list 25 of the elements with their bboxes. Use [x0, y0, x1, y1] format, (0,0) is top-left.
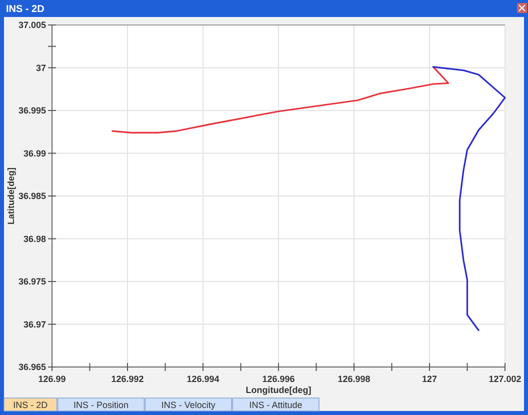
y-axis-title: Latitude[deg]: [6, 168, 16, 224]
y-tick-label: 36.985: [18, 191, 46, 201]
x-tick-label: 126.992: [111, 374, 144, 384]
x-tick-label: 126.99: [38, 374, 66, 384]
y-tick-label: 36.98: [23, 234, 46, 244]
text: INS - Position: [73, 400, 129, 410]
y-tick-label: 36.99: [23, 148, 46, 158]
line-series: [432, 66, 506, 332]
x-tick-label: 126.996: [262, 374, 295, 384]
y-tick-label: 36.975: [18, 276, 46, 286]
x-tick-label: 126.998: [338, 374, 370, 384]
y-tick-label: 37.005: [18, 20, 46, 30]
y-tick-label: 36.965: [18, 362, 46, 372]
text: INS - 2D: [13, 400, 48, 410]
y-tick-label: 36.97: [23, 319, 46, 330]
y-tick-label: 36.995: [18, 106, 46, 116]
x-tick-label: 126.994: [186, 374, 220, 384]
chart-title: INS - 2D: [6, 4, 44, 15]
text: INS - Velocity: [161, 400, 216, 410]
y-tick-label: 37: [36, 62, 46, 73]
text: INS - Attitude: [249, 400, 302, 410]
x-tick-label: 127: [422, 374, 438, 384]
x-axis-title: Longitude[deg]: [246, 385, 312, 395]
x-tick-label: 127.002: [488, 374, 522, 384]
line-series: [112, 66, 450, 134]
